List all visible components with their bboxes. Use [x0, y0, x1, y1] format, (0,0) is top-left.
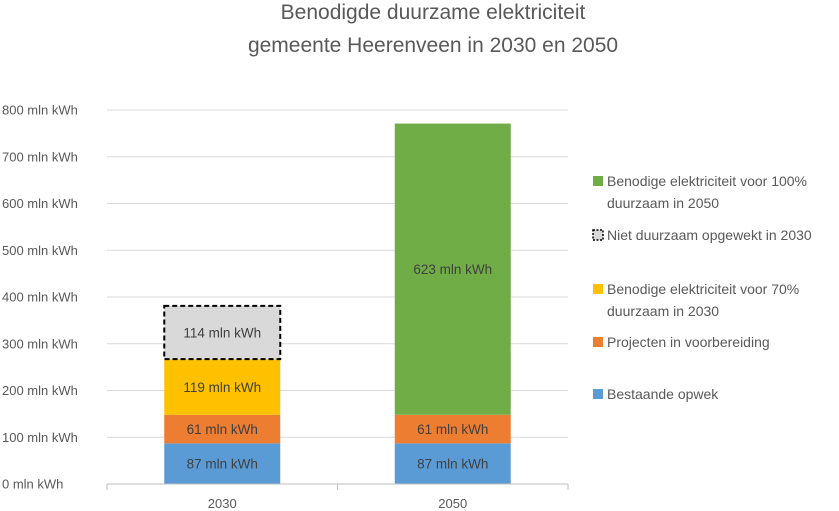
legend-swatch: [593, 176, 603, 186]
legend-swatch: [593, 337, 603, 347]
legend-item: Niet duurzaam opgewekt in 2030: [592, 227, 812, 243]
y-tick-label: 500 mln kWh: [2, 243, 78, 258]
legend-item: Benodige elektriciteit voor 100% duurzaam…: [593, 173, 807, 211]
bar-segment: [394, 123, 511, 415]
bars: 87 mln kWh 61 mln kWh 119 mln kWh 114 mln k…: [163, 123, 511, 484]
bar-segment: [163, 304, 282, 361]
data-label: 114 mln kWh: [183, 326, 261, 341]
legend-label: Niet duurzaam opgewekt in 2030: [607, 227, 812, 243]
legend-item: Projecten in voorbereiding: [593, 334, 770, 350]
data-label: 87 mln kWh: [187, 457, 258, 472]
y-tick-label: 400 mln kWh: [2, 290, 78, 305]
legend-swatch: [593, 389, 603, 399]
legend-label: Projecten in voorbereiding: [607, 334, 770, 350]
chart-title-line-1: Benodigde duurzame elektriciteit: [281, 1, 586, 24]
x-axis: 2030 2050: [106, 483, 569, 511]
bar-segment: [394, 414, 511, 444]
y-tick-label: 200 mln kWh: [2, 383, 78, 398]
y-tick-label: 700 mln kWh: [2, 149, 78, 164]
data-label: 119 mln kWh: [183, 380, 261, 395]
y-tick-label: 800 mln kWh: [2, 103, 78, 118]
legend-swatch: [593, 284, 603, 294]
data-label: 61 mln kWh: [417, 422, 488, 437]
legend-label: Benodige elektriciteit voor 70%: [607, 281, 799, 297]
legend-label: duurzaam in 2030: [607, 303, 719, 319]
data-label: 61 mln kWh: [187, 422, 258, 437]
y-tick-label: 300 mln kWh: [2, 336, 78, 351]
legend: Benodige elektriciteit voor 100% duurzaam…: [592, 173, 812, 402]
bar-segment: [164, 414, 281, 444]
data-label: 623 mln kWh: [413, 262, 492, 277]
chart-title-line-2: gemeente Heerenveen in 2030 en 2050: [248, 34, 618, 57]
legend-label: Bestaande opwek: [607, 386, 719, 402]
bar-segment: [394, 443, 511, 484]
chart-title: Benodigde duurzame elektriciteit gemeent…: [248, 1, 618, 57]
legend-item: Bestaande opwek: [593, 386, 719, 402]
legend-label: duurzaam in 2050: [607, 195, 719, 211]
y-axis-tick-labels: 0 mln kWh 100 mln kWh 200 mln kWh 300 mln k…: [2, 103, 78, 492]
y-tick-label: 100 mln kWh: [2, 430, 78, 445]
y-tick-label: 600 mln kWh: [2, 196, 78, 211]
data-label: 87 mln kWh: [417, 457, 488, 472]
y-tick-label: 0 mln kWh: [2, 477, 63, 492]
x-tick-label: 2050: [438, 496, 467, 511]
legend-item: Benodige elektriciteit voor 70% duurzaam …: [593, 281, 799, 319]
bar-segment: [164, 359, 281, 415]
legend-label: Benodige elektriciteit voor 100%: [607, 173, 807, 189]
x-tick-label: 2030: [208, 496, 237, 511]
bar-segment: [164, 443, 281, 484]
legend-swatch: [592, 229, 604, 241]
